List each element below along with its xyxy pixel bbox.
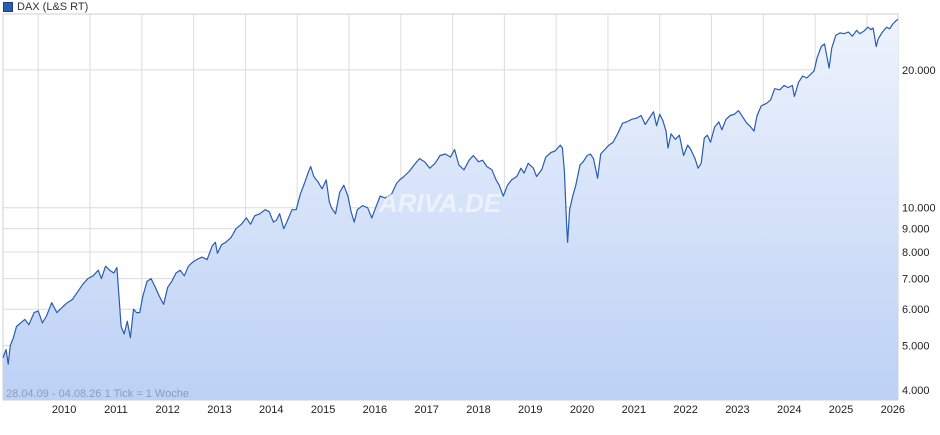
x-tick-label: 2014: [259, 404, 283, 416]
x-tick-label: 2010: [52, 404, 76, 416]
y-tick-label: 20.000: [902, 65, 936, 77]
series-line-layer: [2, 18, 899, 365]
x-tick-label: 2016: [363, 404, 387, 416]
y-tick-label: 8.000: [902, 247, 930, 259]
area-fill-layer: [3, 19, 898, 401]
series-line: [2, 18, 899, 365]
legend-swatch: [3, 2, 13, 12]
y-tick-label: 9.000: [902, 224, 930, 236]
x-tick-label: 2013: [207, 404, 231, 416]
x-axis-labels: 2010 2011 2012 2013 2014 2015 2016 2017 2018 2019…: [52, 404, 905, 416]
series-area: [3, 19, 898, 401]
y-tick-label: 4.000: [902, 385, 930, 397]
chart-footnote: 28.04.09 - 04.08.26 1 Tick = 1 Woche: [6, 388, 189, 400]
x-tick-label: 2022: [673, 404, 697, 416]
y-axis-labels: 4.000 5.000 6.000 7.000 8.000 9.000 10.000 20.0…: [902, 65, 936, 397]
x-tick-label: 2025: [829, 404, 853, 416]
x-tick-label: 2018: [466, 404, 490, 416]
x-tick-label: 2021: [622, 404, 646, 416]
legend-label: DAX (L&S RT): [17, 1, 89, 13]
x-tick-label: 2024: [777, 404, 801, 416]
x-tick-label: 2020: [570, 404, 594, 416]
x-tick-label: 2023: [725, 404, 749, 416]
y-tick-label: 10.000: [902, 203, 936, 215]
x-tick-label: 2017: [414, 404, 438, 416]
x-tick-label: 2019: [518, 404, 542, 416]
y-tick-label: 5.000: [902, 340, 930, 352]
x-tick-label: 2026: [881, 404, 905, 416]
y-tick-label: 6.000: [902, 304, 930, 316]
y-tick-label: 7.000: [902, 274, 930, 286]
watermark: ARIVA.DE: [378, 188, 502, 218]
x-tick-label: 2011: [104, 404, 128, 416]
legend: DAX (L&S RT): [3, 0, 88, 14]
x-tick-label: 2015: [311, 404, 335, 416]
x-tick-label: 2012: [155, 404, 179, 416]
